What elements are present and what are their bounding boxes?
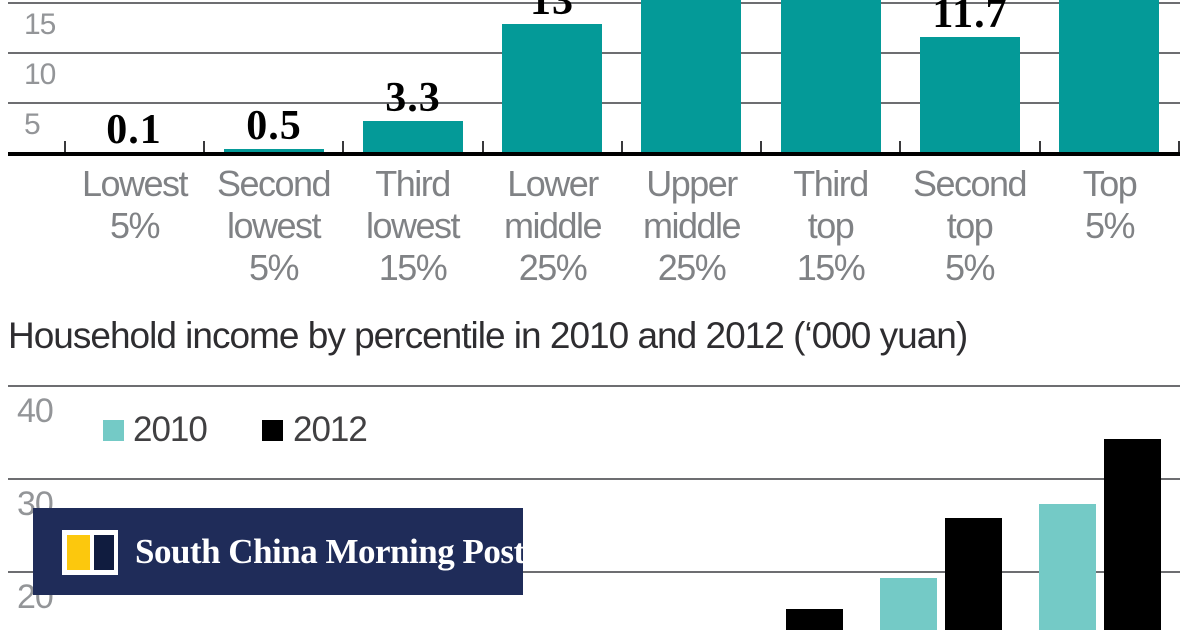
c1-bar-7 (920, 37, 1020, 154)
publisher-name: South China Morning Post (135, 531, 525, 571)
axis-tick (1039, 141, 1041, 152)
c1-bar-2 (224, 149, 324, 154)
category-label: Upper middle 25% (642, 163, 742, 288)
bar-2010 (880, 578, 937, 630)
bar-2012 (1104, 439, 1161, 630)
bar-2010 (1039, 504, 1096, 630)
chart2-title: Household income by percentile in 2010 a… (8, 315, 968, 356)
bar-2012 (945, 518, 1002, 630)
bar-value-label: 0.1 (106, 107, 162, 153)
category-label: Third lowest 15% (365, 163, 461, 288)
c1-bar-3 (363, 121, 463, 154)
c1-bar-5 (641, 0, 741, 154)
axis-tick (64, 141, 66, 152)
legend-label-2012: 2012 (293, 410, 368, 449)
bar-value-label: 3.3 (385, 75, 441, 121)
scmp-logo-icon (62, 530, 118, 575)
axis-tick (899, 141, 901, 152)
category-label: Lowest 5% (81, 163, 189, 246)
scmp-banner: South China Morning Post (33, 508, 525, 595)
scmp-logo-yellow-block (67, 535, 90, 570)
category-label: Second lowest 5% (216, 163, 332, 288)
axis-tick (1178, 141, 1180, 152)
axis-tick (203, 141, 205, 152)
y-axis-label: 5 (24, 108, 41, 141)
category-label: Third top 15% (793, 163, 869, 288)
y-axis-label: 15 (24, 8, 56, 41)
y-axis-label: 40 (17, 392, 54, 430)
bar-2012 (786, 609, 843, 630)
x-axis-line (8, 152, 1180, 156)
gridline (8, 2, 1180, 4)
category-label: Lower middle 25% (503, 163, 603, 288)
gridline (8, 571, 1180, 573)
legend-swatch-2012 (262, 420, 283, 441)
axis-tick (342, 141, 344, 152)
gridline (8, 385, 1180, 387)
legend-swatch-2010 (103, 420, 124, 441)
gridline (8, 478, 1180, 480)
axis-tick (621, 141, 623, 152)
axis-tick (760, 141, 762, 152)
bar-value-label: 11.7 (932, 0, 1008, 37)
legend-label-2010: 2010 (133, 410, 208, 449)
bar-value-label: 13 (530, 0, 574, 24)
category-label: Second top 5% (912, 163, 1028, 288)
category-label: Top 5% (1082, 163, 1138, 246)
bar-value-label: 0.5 (246, 103, 302, 149)
c1-bar-4 (502, 24, 602, 154)
c1-bar-8 (1059, 0, 1159, 154)
c1-bar-6 (781, 0, 881, 154)
axis-tick (482, 141, 484, 152)
scmp-logo-navy-block (94, 535, 114, 570)
y-axis-label: 10 (24, 58, 56, 91)
